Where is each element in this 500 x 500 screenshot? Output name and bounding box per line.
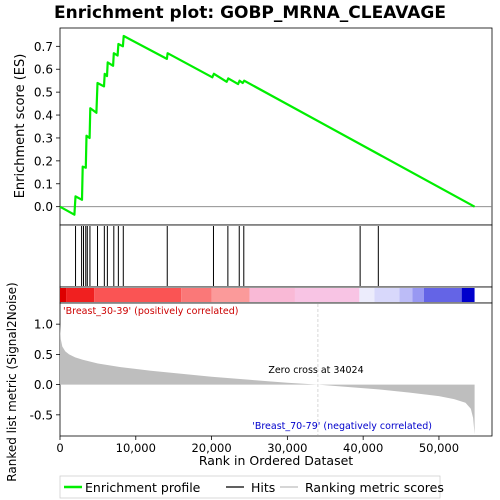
legend-label-ranking-metric: Ranking metric scores xyxy=(305,480,444,495)
zero-cross-label: Zero cross at 34024 xyxy=(268,365,363,376)
enrichment-profile-series xyxy=(59,34,476,216)
legend-frame xyxy=(59,475,441,499)
heat-band xyxy=(60,288,67,302)
es-y-axis-label: Enrichment score (ES) xyxy=(13,54,28,199)
es-plot-frame xyxy=(59,27,493,226)
heat-bands xyxy=(60,288,475,302)
heat-band xyxy=(211,288,250,302)
x-tick-label: 50,000 xyxy=(419,441,459,455)
metric-y-axis: -0.5 0.0 0.5 1.0 xyxy=(30,318,60,422)
es-y-tick-label: 0.5 xyxy=(34,86,53,100)
ranked-metric-panel: -0.5 0.0 0.5 1.0 0 10,000 20,000 30,000 40,000 5… xyxy=(5,282,493,482)
hits-panel xyxy=(59,224,493,288)
positive-correlation-label: 'Breast_30-39' (positively correlated) xyxy=(63,306,239,317)
x-axis-label: Rank in Ordered Dataset xyxy=(199,453,353,468)
heat-band xyxy=(249,288,295,302)
es-y-tick-label: 0.1 xyxy=(34,177,53,191)
legend-label-enrichment-profile: Enrichment profile xyxy=(85,480,201,495)
es-y-axis: 0.0 0.1 0.2 0.3 0.4 0.5 0.6 0.7 xyxy=(34,40,60,214)
metric-y-tick-label: -0.5 xyxy=(30,408,53,422)
heat-band xyxy=(94,288,182,302)
metric-y-tick-label: 1.0 xyxy=(34,318,53,332)
rank-heat-bar xyxy=(59,286,493,304)
negative-correlation-label: 'Breast_70-79' (negatively correlated) xyxy=(252,421,432,432)
heat-band xyxy=(399,288,413,302)
es-y-tick-label: 0.7 xyxy=(34,40,53,54)
es-y-tick-label: 0.4 xyxy=(34,109,53,123)
x-axis: 0 10,000 20,000 30,000 40,000 50,000 xyxy=(56,436,459,455)
heat-band xyxy=(181,288,212,302)
ranking-metric-area xyxy=(60,304,475,435)
heat-band xyxy=(423,288,462,302)
es-y-tick-label: 0.6 xyxy=(34,63,53,77)
hits-frame xyxy=(59,224,493,288)
heat-band xyxy=(359,288,375,302)
hit-lines xyxy=(75,226,379,286)
heat-band xyxy=(66,288,95,302)
metric-y-axis-label: Ranked list metric (Signal2Noise) xyxy=(5,282,19,481)
heat-band xyxy=(374,288,400,302)
es-y-tick-label: 0.0 xyxy=(34,200,53,214)
heat-band xyxy=(461,288,475,302)
legend-label-hits: Hits xyxy=(251,480,275,495)
legend: Enrichment profile Hits Ranking metric s… xyxy=(59,475,444,499)
x-tick-label: 20,000 xyxy=(191,441,231,455)
x-tick-label: 40,000 xyxy=(343,441,383,455)
x-tick-label: 10,000 xyxy=(116,441,156,455)
enrichment-score-panel: 0.0 0.1 0.2 0.3 0.4 0.5 0.6 0.7 Enrichment scor… xyxy=(13,27,493,226)
ranking-metric-fill xyxy=(60,324,475,435)
x-tick-label: 30,000 xyxy=(267,441,307,455)
chart-title: Enrichment plot: GOBP_MRNA_CLEAVAGE xyxy=(54,3,446,23)
heat-band xyxy=(412,288,424,302)
es-y-tick-label: 0.3 xyxy=(34,131,53,145)
metric-y-tick-label: 0.5 xyxy=(34,348,53,362)
x-tick-label: 0 xyxy=(56,441,63,455)
heat-band xyxy=(294,288,360,302)
enrichment-profile-line xyxy=(59,34,476,216)
metric-y-tick-label: 0.0 xyxy=(34,378,53,392)
es-y-tick-label: 0.2 xyxy=(34,154,53,168)
